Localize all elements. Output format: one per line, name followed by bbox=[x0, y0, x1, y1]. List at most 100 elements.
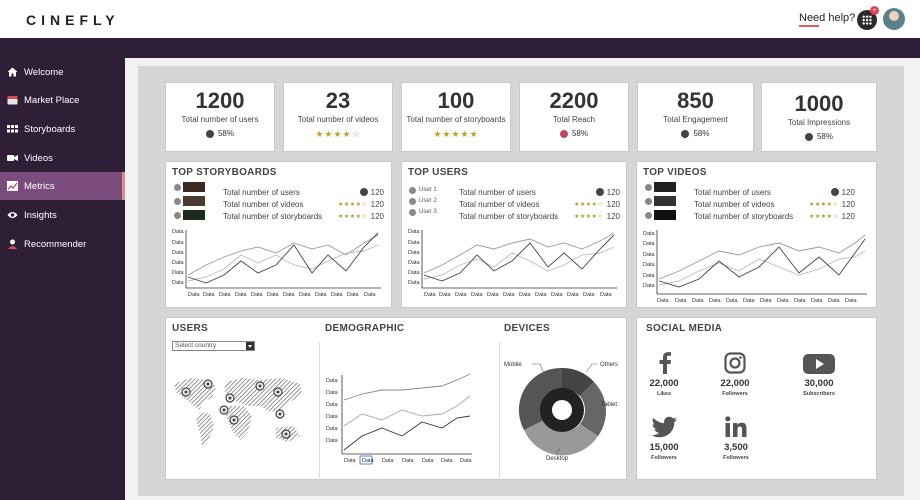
x-tick: Data bbox=[503, 292, 516, 298]
user-label[interactable]: User 1 bbox=[419, 187, 437, 193]
top-videos-panel: TOP VIDEOS Total number of users 120 Tot… bbox=[636, 161, 877, 308]
segment-desktop bbox=[524, 420, 598, 456]
audience-panel: USERS Select country DEMOGRA bbox=[165, 317, 627, 480]
social-value: 22,000 bbox=[720, 378, 750, 389]
kpi-label: Total number of videos bbox=[297, 115, 379, 124]
label-others: Others bbox=[600, 362, 618, 368]
storyboard-thumbnail[interactable] bbox=[183, 182, 205, 192]
linkedin-icon[interactable] bbox=[725, 416, 747, 438]
sidebar-item-label: Videos bbox=[24, 152, 53, 164]
sidebar-item-welcome[interactable]: Welcome bbox=[0, 58, 125, 86]
sidebar-item-label: Welcome bbox=[24, 66, 64, 78]
trend-icon bbox=[559, 129, 568, 138]
y-tick: Data bbox=[408, 270, 421, 276]
sidebar-item-label: Metrics bbox=[24, 180, 55, 192]
stat-label: Total number of videos bbox=[459, 200, 540, 209]
y-tick: Data bbox=[408, 240, 421, 246]
stat-label: Total number of videos bbox=[223, 200, 304, 209]
list-bullet bbox=[645, 212, 652, 219]
x-tick: Data bbox=[657, 298, 670, 304]
kpi-card-users: 1200 Total number of users 58% bbox=[165, 82, 275, 152]
list-bullet bbox=[645, 184, 652, 191]
kpi-label: Total number of users bbox=[181, 115, 259, 124]
sidebar-item-insights[interactable]: Insights bbox=[0, 201, 125, 229]
y-tick: Data bbox=[408, 229, 421, 235]
sidebar-item-metrics[interactable]: Metrics bbox=[0, 172, 125, 200]
list-bullet bbox=[174, 212, 181, 219]
user-avatar[interactable] bbox=[883, 8, 905, 30]
kpi-value: 2200 bbox=[549, 88, 599, 113]
x-tick: Data bbox=[675, 298, 688, 304]
segment-others bbox=[562, 367, 594, 396]
x-tick: Data bbox=[364, 292, 377, 298]
kpi-label: Total Engagement bbox=[663, 115, 728, 124]
stat-value: 120 bbox=[370, 212, 384, 221]
video-thumbnail[interactable] bbox=[654, 196, 676, 206]
stat-value: 120 bbox=[606, 200, 620, 209]
x-tick: Data bbox=[283, 292, 296, 298]
x-tick: Data bbox=[347, 292, 360, 298]
stat-label: Total number of storyboards bbox=[223, 212, 323, 221]
x-tick: Data bbox=[794, 298, 807, 304]
twitter-icon[interactable] bbox=[652, 416, 678, 438]
header-band bbox=[0, 38, 920, 58]
stars-icon: ★★★★★ bbox=[433, 129, 479, 139]
social-label: Subscribers bbox=[803, 391, 835, 397]
list-bullet bbox=[409, 187, 416, 194]
storyboard-thumbnail[interactable] bbox=[183, 210, 205, 220]
sidebar-item-label: Storyboards bbox=[24, 123, 76, 135]
user-label[interactable]: User 3 bbox=[419, 209, 437, 215]
sidebar-item-label: Market Place bbox=[24, 94, 80, 106]
help-link[interactable]: Need help? bbox=[799, 12, 856, 24]
trend-icon bbox=[804, 132, 813, 141]
social-value: 30,000 bbox=[804, 378, 834, 389]
video-thumbnail[interactable] bbox=[654, 182, 676, 192]
y-tick: Data bbox=[172, 270, 185, 276]
facebook-icon[interactable] bbox=[658, 352, 672, 374]
sidebar-item-market-place[interactable]: Market Place bbox=[0, 86, 125, 114]
country-select[interactable]: Select country bbox=[172, 341, 255, 351]
kpi-label: Total Reach bbox=[552, 115, 596, 124]
instagram-icon[interactable] bbox=[724, 352, 746, 374]
stat-label: Total number of videos bbox=[694, 200, 775, 209]
x-tick: Data bbox=[439, 292, 452, 298]
video-thumbnail[interactable] bbox=[654, 210, 676, 220]
trend-icon bbox=[596, 188, 604, 196]
x-tick: Data bbox=[828, 298, 841, 304]
sidebar-item-videos[interactable]: Videos bbox=[0, 144, 125, 172]
x-tick: Data bbox=[203, 292, 216, 298]
social-title: SOCIAL MEDIA bbox=[646, 323, 723, 334]
x-tick: Data bbox=[402, 458, 415, 464]
notification-badge: + bbox=[870, 6, 879, 15]
segment-mobile bbox=[518, 367, 562, 430]
dropdown-arrow-icon bbox=[246, 342, 254, 350]
social-label: Likes bbox=[656, 391, 672, 397]
y-tick: Data bbox=[643, 283, 656, 289]
label-mobile: Mobile bbox=[504, 362, 522, 368]
apps-grid-icon bbox=[862, 15, 872, 25]
youtube-icon[interactable] bbox=[803, 354, 835, 374]
kpi-value: 850 bbox=[677, 88, 714, 113]
y-tick: Data bbox=[643, 241, 656, 247]
storyboard-thumbnail[interactable] bbox=[183, 196, 205, 206]
mini-stars-icon: ★★★★☆ bbox=[809, 202, 839, 208]
trend-icon bbox=[205, 129, 214, 138]
social-value: 22,000 bbox=[649, 378, 679, 389]
x-tick: Data bbox=[235, 292, 248, 298]
sidebar-item-storyboards[interactable]: Storyboards bbox=[0, 115, 125, 143]
store-icon bbox=[7, 95, 18, 105]
apps-button[interactable]: + bbox=[857, 6, 879, 30]
mini-stars-icon: ★★★★☆ bbox=[338, 214, 368, 220]
user-label[interactable]: User 2 bbox=[419, 198, 437, 204]
kpi-change: 58% bbox=[638, 129, 753, 138]
x-tick: Data bbox=[315, 292, 328, 298]
sidebar: Welcome Market Place Storyboards Videos … bbox=[0, 58, 125, 500]
sidebar-item-recommender[interactable]: Recommender bbox=[0, 230, 125, 258]
users-title: USERS bbox=[172, 323, 208, 334]
mini-stars-icon: ★★★★☆ bbox=[574, 202, 604, 208]
cinefly-logo[interactable]: CINEFLY bbox=[26, 12, 120, 28]
y-tick: Data bbox=[326, 438, 339, 444]
storyboards-line-chart: Data Data Data Data Data Data Data Data … bbox=[172, 229, 381, 298]
y-tick: Data bbox=[326, 390, 339, 396]
x-tick: Data bbox=[760, 298, 773, 304]
